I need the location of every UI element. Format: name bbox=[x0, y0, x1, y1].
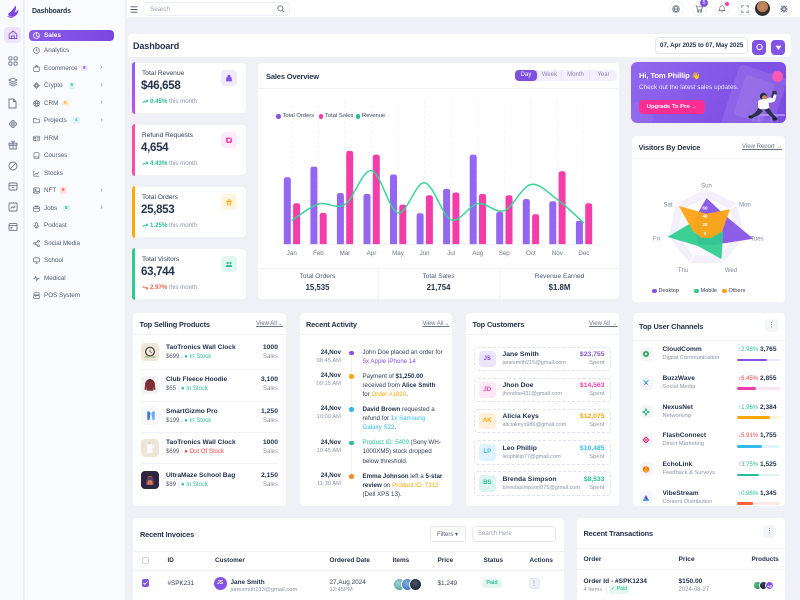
svg-text:20: 20 bbox=[702, 222, 708, 227]
svg-text:Jun: Jun bbox=[420, 250, 431, 257]
svg-text:May: May bbox=[392, 250, 405, 257]
svg-text:Jul: Jul bbox=[447, 250, 455, 257]
svg-text:Oct: Oct bbox=[526, 250, 536, 257]
svg-text:0: 0 bbox=[704, 231, 707, 236]
svg-text:Aug: Aug bbox=[472, 250, 484, 257]
svg-text:Feb: Feb bbox=[313, 250, 324, 257]
svg-text:Sep: Sep bbox=[499, 250, 511, 257]
svg-text:Sun: Sun bbox=[701, 184, 712, 190]
svg-text:40: 40 bbox=[702, 214, 708, 219]
svg-text:Nov: Nov bbox=[552, 250, 564, 257]
svg-text:Jan: Jan bbox=[287, 250, 298, 257]
svg-text:Dec: Dec bbox=[578, 250, 589, 257]
svg-text:Fri: Fri bbox=[653, 237, 660, 243]
svg-text:Sat: Sat bbox=[663, 203, 672, 209]
svg-text:Apr: Apr bbox=[367, 250, 377, 257]
svg-text:Thu: Thu bbox=[678, 268, 688, 274]
svg-text:Mar: Mar bbox=[340, 250, 351, 257]
svg-text:Wed: Wed bbox=[725, 268, 737, 274]
svg-text:Tues: Tues bbox=[750, 237, 763, 243]
svg-text:Mon: Mon bbox=[739, 203, 751, 209]
svg-text:60: 60 bbox=[702, 206, 708, 211]
